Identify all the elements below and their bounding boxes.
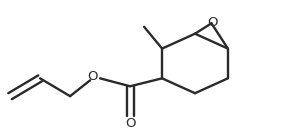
Text: O: O bbox=[87, 70, 97, 83]
Text: O: O bbox=[207, 16, 218, 29]
Text: O: O bbox=[125, 117, 135, 130]
